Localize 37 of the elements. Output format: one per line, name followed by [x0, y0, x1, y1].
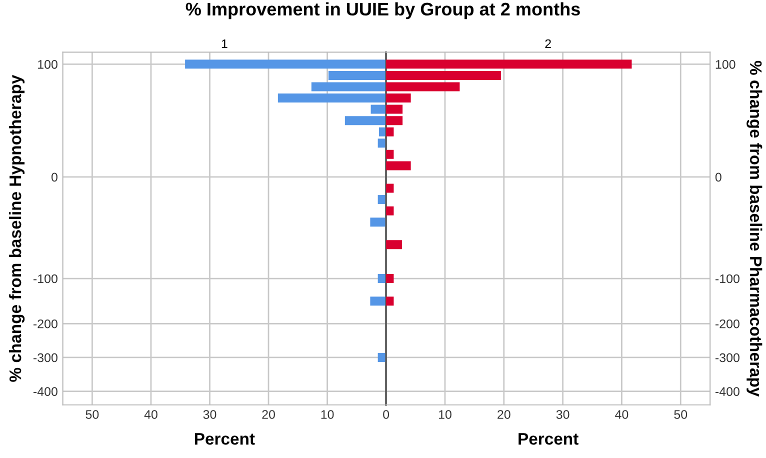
x-axis-title: Percent — [518, 433, 578, 445]
y-tick-label: 100 — [716, 60, 736, 69]
x-tick-label: 50 — [674, 410, 688, 419]
x-tick-label: 20 — [498, 410, 510, 419]
bar — [386, 240, 402, 250]
y-tick-label: 100 — [38, 60, 58, 69]
x-tick-label: 10 — [438, 410, 452, 419]
y-axis-title: % change from baseline Hypnotherapy — [8, 74, 25, 382]
y-tick-label: 0 — [715, 172, 722, 182]
chart-title: % Improvement in UUIE by Group at 2 months — [186, 2, 580, 20]
y-tick-label: 0 — [51, 172, 58, 182]
y-tick-label: -100 — [716, 274, 740, 284]
bar — [386, 94, 411, 103]
x-tick-label: 20 — [262, 410, 275, 419]
x-tick-label: 30 — [203, 410, 216, 419]
x-tick-label: 0 — [383, 410, 390, 419]
x-tick-label: 50 — [86, 410, 99, 419]
x-tick-label: 40 — [615, 410, 628, 419]
chart-subtitle: 2 — [545, 39, 551, 48]
y-tick-label: -100 — [33, 274, 58, 284]
bar — [386, 161, 411, 170]
y-tick-label: -400 — [716, 387, 740, 396]
x-tick-label: 30 — [556, 410, 570, 419]
y-tick-label: -300 — [716, 353, 740, 362]
y-tick-label: -200 — [716, 319, 740, 328]
bar — [370, 218, 386, 227]
x-tick-label: 10 — [321, 410, 334, 419]
bar — [386, 206, 394, 216]
y-tick-label: -200 — [33, 319, 58, 328]
bar — [386, 150, 394, 159]
chart-subtitle: 1 — [222, 39, 228, 48]
y-axis-title: % change from baseline Pharmacotherapy — [746, 60, 762, 397]
x-tick-label: 40 — [144, 410, 158, 419]
y-tick-label: -400 — [33, 387, 58, 396]
y-tick-label: -300 — [33, 353, 58, 362]
bar — [386, 184, 394, 193]
x-axis-title: Percent — [194, 433, 255, 445]
